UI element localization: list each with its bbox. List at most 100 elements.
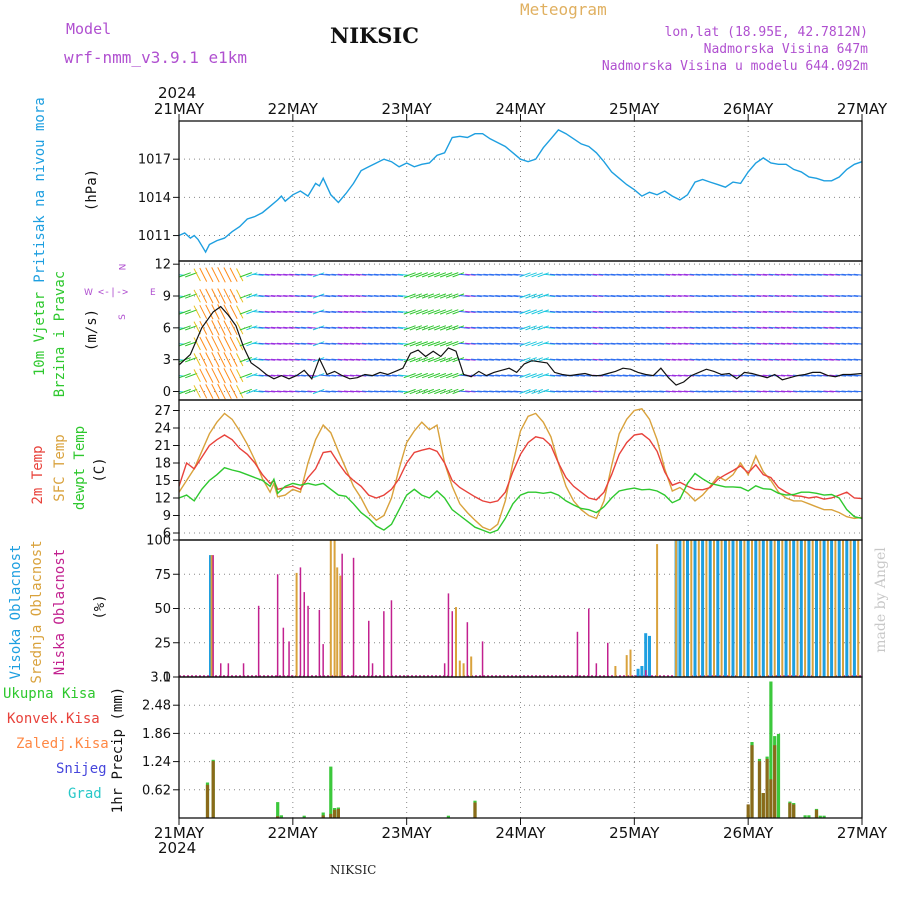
high-cloud-bar: [830, 540, 834, 677]
wind-barb: [853, 390, 862, 393]
high-cloud-bar: [731, 540, 735, 677]
wind-barb: [477, 295, 488, 297]
wind-barb: [331, 273, 343, 276]
wind-barb: [762, 273, 774, 276]
wind-barbs: [179, 267, 862, 400]
wind-barb: [677, 295, 688, 297]
wind-barb: [671, 295, 682, 297]
wind-barb: [217, 351, 226, 368]
wind-barb: [258, 310, 270, 313]
mid-cloud-bar: [834, 540, 837, 677]
wind-barb: [301, 273, 312, 276]
conv-precip-bar: [788, 803, 792, 818]
wind-barb: [525, 341, 537, 347]
y-tick-label: 3: [163, 353, 171, 368]
wind-barb: [434, 388, 447, 395]
wind-barb: [289, 374, 300, 377]
wind-barb: [768, 326, 780, 329]
x-tick-label-bottom: 26MAY: [723, 824, 774, 842]
conv-precip-bar: [761, 793, 765, 818]
wind-barb: [671, 390, 682, 393]
wind-barb: [331, 342, 343, 345]
wind-barb: [513, 342, 525, 345]
wind-barb: [817, 358, 828, 361]
wind-barb: [465, 295, 476, 297]
mid-cloud-bar: [470, 656, 473, 677]
wind-barb: [519, 357, 531, 363]
wind-barb: [799, 390, 810, 393]
wind-barb: [434, 309, 447, 315]
wind-barb: [817, 310, 828, 313]
wind-barb: [780, 310, 792, 313]
wind-barb: [628, 358, 640, 361]
wind-barb: [452, 373, 465, 379]
lonlat-label: lon,lat (18.95E, 42.7812N): [664, 25, 869, 40]
wind-barb: [343, 390, 355, 393]
wind-barb: [780, 374, 792, 377]
wind-barb: [841, 273, 853, 276]
y-tick-label: 100: [146, 534, 171, 549]
wind-barb: [337, 326, 349, 329]
wind-barb: [805, 295, 816, 298]
wind-barb: [586, 342, 598, 345]
wind-barb: [671, 374, 682, 377]
high-cloud-bar: [769, 540, 773, 677]
wind-barb: [580, 390, 592, 393]
wind-barb: [343, 326, 355, 329]
wind-barb: [525, 325, 537, 331]
wind-barb: [276, 358, 288, 361]
wind-barb: [598, 310, 610, 313]
x-tick-label-bottom: 23MAY: [382, 824, 433, 842]
wind-barb: [562, 358, 573, 361]
compass-w: W: [84, 288, 93, 298]
wind-barb: [307, 273, 318, 276]
wind-barb: [616, 273, 628, 276]
wind-barb: [574, 273, 586, 276]
wind-barb: [507, 374, 519, 377]
wind-barb: [738, 310, 750, 313]
wind-barb: [367, 358, 379, 361]
wind-barb: [592, 310, 604, 313]
wind-barb: [531, 389, 543, 394]
wind-barb: [380, 326, 391, 329]
high-cloud-bar: [693, 540, 697, 677]
wind-barb: [537, 272, 549, 278]
wind-barb: [465, 358, 476, 361]
wind-barb: [185, 372, 198, 379]
wind-barb: [307, 295, 318, 297]
wind-barb: [301, 326, 312, 329]
wind-barb: [841, 326, 853, 329]
wind-barb: [199, 267, 208, 282]
wind-barb: [179, 325, 191, 331]
wind-barb: [635, 342, 646, 345]
wind-barb: [501, 273, 513, 276]
wind-barb: [847, 342, 859, 345]
wind-barb: [367, 326, 379, 329]
wind-barb: [252, 310, 264, 313]
wind-barb: [762, 295, 774, 297]
high-cloud-bar: [701, 540, 705, 677]
wind-barb: [276, 326, 288, 329]
wind-barb: [543, 358, 556, 361]
wind-barb: [471, 326, 482, 329]
y-tick-label: 0.62: [142, 783, 171, 798]
wind-barb: [312, 389, 325, 395]
dewpt-line: [178, 466, 863, 534]
wind-barb: [805, 342, 816, 345]
wind-barb: [641, 310, 652, 313]
wind-barb: [211, 288, 220, 304]
wind-barb: [519, 272, 531, 278]
wind-barb: [829, 326, 840, 329]
low-cloud-bar: [595, 663, 598, 677]
wind-barb: [312, 272, 325, 278]
wind-barb: [665, 374, 676, 377]
wind-barb: [477, 326, 488, 329]
wind-barb: [616, 326, 628, 329]
wind-barb: [720, 342, 731, 345]
wind-barb: [738, 326, 750, 329]
wind-barb: [622, 342, 634, 345]
low-cloud-bar: [447, 593, 450, 677]
wind-barb: [337, 358, 349, 361]
wind-barb: [199, 320, 208, 335]
wind-barb: [361, 273, 373, 276]
